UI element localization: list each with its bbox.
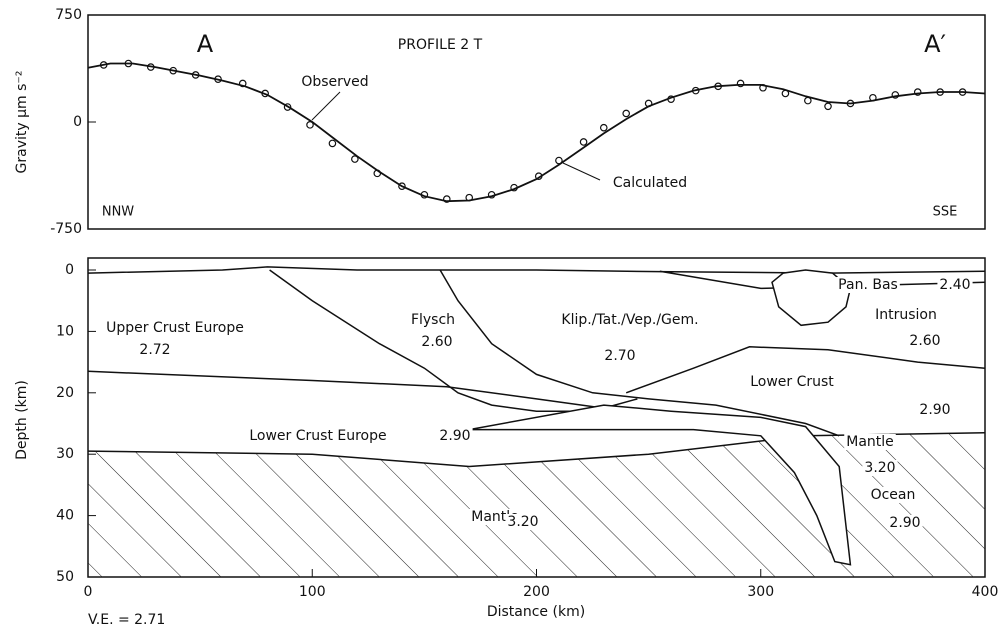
annotation: PROFILE 2 T [398, 37, 483, 53]
layer-label: Lower Crust [750, 374, 834, 390]
leader-line [312, 92, 340, 120]
layer-label: 2.90 [439, 428, 470, 444]
layer-label: 2.90 [889, 515, 920, 531]
layer-label: Klip./Tat./Vep./Gem. [561, 312, 698, 328]
gravity-frame [88, 15, 985, 229]
x-tick-label: 200 [523, 584, 550, 600]
vertical-exaggeration: V.E. = 2.71 [88, 612, 165, 628]
observed-point [601, 125, 607, 131]
x-tick-label: 0 [84, 584, 93, 600]
annotation: A′ [924, 30, 946, 58]
y-tick-label: 40 [56, 508, 74, 524]
layer-label: Pan. Bas [838, 277, 898, 293]
observed-point [623, 110, 629, 116]
depth-y-label: Depth (km) [14, 380, 30, 460]
y-tick-label: 0 [73, 114, 82, 130]
y-tick-label: 30 [56, 446, 74, 462]
leader-line [563, 163, 600, 180]
series-label: Calculated [613, 175, 687, 191]
layer-label: 2.40 [939, 277, 970, 293]
layer-label: Mantle [846, 434, 894, 450]
y-tick-label: 750 [55, 7, 82, 23]
layer-label: 2.72 [139, 342, 170, 358]
y-tick-label: 0 [65, 262, 74, 278]
calculated-line [88, 64, 985, 202]
observed-point [329, 140, 335, 146]
annotation: SSE [933, 205, 958, 220]
gravity-y-label: Gravity μm s⁻² [14, 71, 30, 174]
y-tick-label: 10 [56, 323, 74, 339]
x-axis-label: Distance (km) [487, 604, 585, 620]
x-tick-label: 300 [747, 584, 774, 600]
x-tick-label: 400 [972, 584, 999, 600]
layer-label: 3.20 [507, 514, 538, 530]
layer-label: 2.60 [909, 333, 940, 349]
y-tick-label: -750 [50, 221, 82, 237]
layer-label: 2.70 [604, 348, 635, 364]
layer-label: Ocean [871, 487, 916, 503]
annotation: A [197, 30, 214, 58]
mantle-fill [88, 433, 985, 577]
layer-label: Upper Crust Europe [106, 320, 244, 336]
figure: Gravity μm s⁻² Depth (km) Distance (km) … [0, 0, 1005, 632]
series-label: Observed [301, 74, 368, 90]
layer-label: Lower Crust Europe [249, 428, 386, 444]
layer-label: 2.60 [421, 334, 452, 350]
x-tick-label: 100 [299, 584, 326, 600]
layer-label: 3.20 [864, 460, 895, 476]
layer-label: 2.90 [919, 402, 950, 418]
observed-point [580, 139, 586, 145]
annotation: NNW [102, 205, 134, 220]
y-tick-label: 20 [56, 385, 74, 401]
y-tick-label: 50 [56, 569, 74, 585]
layer-label: Flysch [411, 312, 455, 328]
boundary-line [88, 267, 985, 273]
layer-label: Intrusion [875, 307, 937, 323]
observed-point [825, 103, 831, 109]
